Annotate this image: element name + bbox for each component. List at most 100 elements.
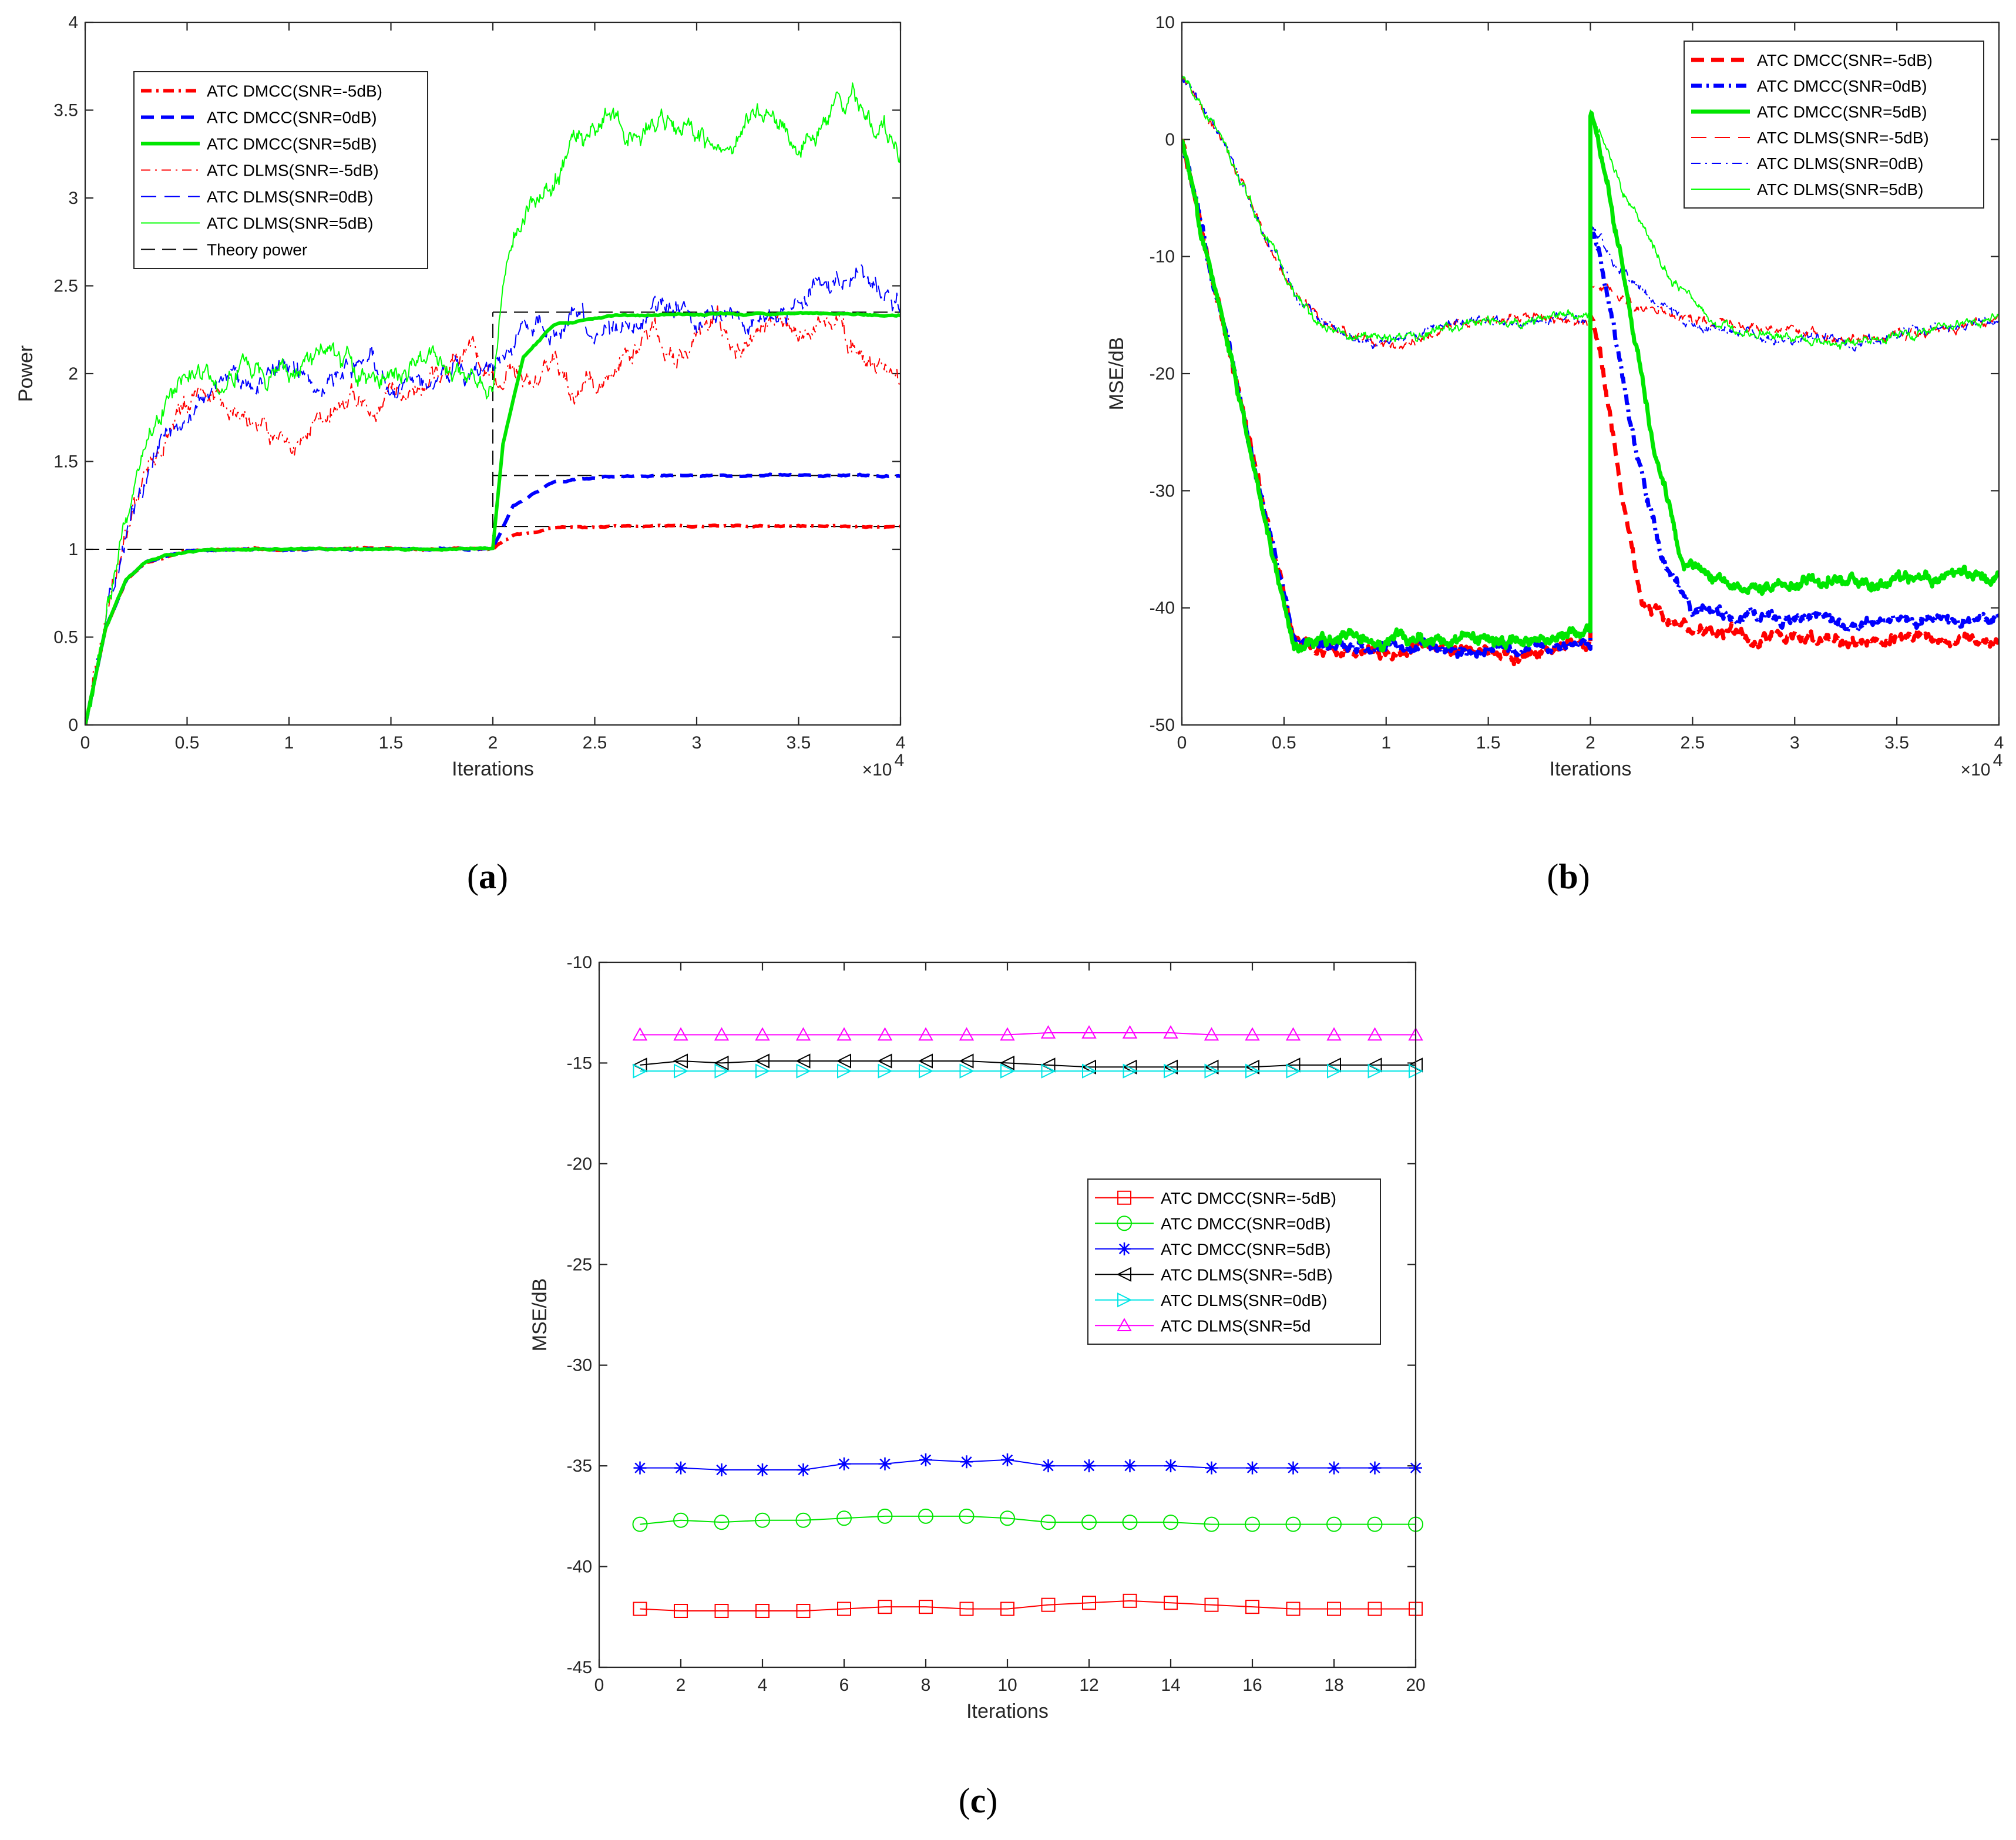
x-tick-label: 8 [921, 1676, 931, 1695]
data-point-atc-dmcc-snr-5db [878, 1600, 892, 1614]
x-tick-label: 0 [80, 733, 90, 753]
data-point-atc-dlms-snr-0db [1245, 1063, 1261, 1079]
legend-entry-atc-dmcc-snr-0db: ATC DMCC(SNR=0dB) [1161, 1214, 1331, 1233]
data-point-atc-dlms-snr-5d [1367, 1027, 1383, 1041]
data-point-atc-dmcc-snr-0db [1163, 1515, 1178, 1530]
y-tick-label: 4 [68, 13, 78, 32]
data-point-atc-dlms-snr-5d [1285, 1027, 1301, 1041]
panel-label-c-open: ( [959, 1781, 970, 1820]
panel-label-b: (b) [1547, 857, 1590, 896]
x-tick-label: 3 [692, 733, 702, 753]
x-tick-label: 0 [1177, 733, 1187, 753]
y-tick-label: -10 [567, 953, 592, 972]
x-tick-label: 0 [594, 1676, 604, 1695]
y-tick-label: 0 [68, 716, 78, 735]
data-point-atc-dmcc-snr-0db [1367, 1516, 1383, 1532]
data-point-atc-dlms-snr-5d [959, 1027, 975, 1041]
data-point-atc-dlms-snr-5db [795, 1053, 811, 1069]
y-tick-label: -50 [1150, 716, 1175, 735]
legend-entry-atc-dlms-snr-5db: ATC DLMS(SNR=-5dB) [1161, 1265, 1333, 1284]
data-point-atc-dmcc-snr-5db [1204, 1597, 1219, 1612]
data-point-atc-dmcc-snr-5db [837, 1601, 851, 1616]
y-tick-label: -15 [567, 1053, 592, 1073]
panel-label-b-letter: b [1558, 857, 1578, 896]
x-axis-label: Iterations [452, 758, 534, 780]
data-point-atc-dlms-snr-0db [633, 1063, 648, 1079]
panel-label-a-close: ) [496, 857, 508, 896]
x-tick-label: 16 [1242, 1676, 1262, 1695]
data-point-atc-dlms-snr-0db [674, 1063, 689, 1079]
data-point-atc-dmcc-snr-5db [1123, 1459, 1137, 1473]
y-tick-label: -30 [567, 1356, 592, 1375]
data-point-atc-dmcc-snr-0db [1081, 1515, 1097, 1530]
series-layer [1182, 74, 1999, 667]
data-point-atc-dmcc-snr-5db [1246, 1461, 1259, 1475]
data-point-atc-dmcc-snr-0db [959, 1508, 975, 1524]
legend-marker-atc-dlms-snr-5d [1117, 1318, 1132, 1332]
legend-marker-atc-dmcc-snr-5db [1117, 1190, 1131, 1205]
y-axis-label: Power [15, 345, 37, 402]
data-point-atc-dmcc-snr-0db [632, 1516, 648, 1532]
legend-entry-atc-dlms-snr-5d: ATC DLMS(SNR=5d [1161, 1317, 1311, 1335]
panel-label-b-close: ) [1578, 857, 1590, 896]
legend-entry-atc-dlms-snr-0db: ATC DLMS(SNR=0dB) [1161, 1291, 1327, 1310]
data-point-atc-dmcc-snr-5db [1286, 1601, 1301, 1616]
x-tick-label: 20 [1406, 1676, 1425, 1695]
x-tick-label: 2.5 [1681, 733, 1705, 753]
data-point-atc-dmcc-snr-0db [755, 1512, 770, 1528]
data-point-atc-dmcc-snr-5db [1041, 1459, 1055, 1473]
data-point-atc-dlms-snr-5d [1245, 1027, 1260, 1041]
legend-entry-atc-dlms-snr-5db: ATC DLMS(SNR=-5dB) [1757, 129, 1929, 147]
data-point-atc-dlms-snr-5db [1162, 1059, 1178, 1075]
y-tick-label: -10 [1150, 247, 1175, 267]
data-point-atc-dlms-snr-0db [1164, 1063, 1179, 1079]
series-line-atc-dmcc-snr-5db [85, 311, 901, 725]
legend-entry-atc-dmcc-snr-0db: ATC DMCC(SNR=0dB) [207, 109, 377, 127]
data-point-atc-dlms-snr-5d [836, 1027, 852, 1041]
data-point-atc-dmcc-snr-0db [673, 1512, 688, 1528]
data-point-atc-dmcc-snr-0db [918, 1508, 933, 1524]
panel-label-a-open: ( [467, 857, 479, 896]
y-tick-label: -20 [1150, 364, 1175, 384]
data-point-atc-dlms-snr-0db [1367, 1063, 1383, 1079]
panel-label-a: (a) [467, 857, 508, 896]
y-tick-label: 0 [1165, 130, 1175, 149]
series-line-atc-dlms-snr-5d [640, 1032, 1416, 1036]
legend-entry-atc-dlms-snr-5db: ATC DLMS(SNR=5dB) [207, 214, 373, 233]
data-point-atc-dlms-snr-5db [714, 1055, 729, 1071]
x-tick-label: 1.5 [1476, 733, 1501, 753]
y-tick-label: -35 [567, 1456, 592, 1476]
x-tick-label: 4 [758, 1676, 768, 1695]
chart-a: 0 0.5 1 1.5 2 2.5 3 3.5 4 0 0.5 1 1.5 2 2.5 3 3.5 4 Iterat… [15, 13, 905, 780]
x-tick-label: 0.5 [1272, 733, 1296, 753]
data-point-atc-dmcc-snr-5db [674, 1461, 687, 1475]
data-point-atc-dlms-snr-5db [1081, 1059, 1096, 1075]
data-point-atc-dmcc-snr-5db [919, 1600, 933, 1614]
y-tick-label: -45 [567, 1658, 592, 1677]
data-point-atc-dlms-snr-5db [959, 1053, 974, 1069]
legend-marker-atc-dmcc-snr-5db [1118, 1242, 1131, 1255]
data-point-atc-dmcc-snr-5db [674, 1604, 688, 1618]
data-point-atc-dmcc-snr-5db [714, 1604, 729, 1618]
data-point-atc-dmcc-snr-0db [1122, 1515, 1138, 1530]
x-exponent-power: 4 [895, 751, 905, 770]
legend-entry-atc-dlms-snr-5db: ATC DLMS(SNR=5dB) [1757, 180, 1923, 199]
x-axis-label: Iterations [1550, 758, 1632, 780]
data-point-atc-dmcc-snr-5db [633, 1601, 647, 1616]
y-tick-label: -25 [567, 1255, 592, 1274]
data-point-atc-dmcc-snr-0db [1040, 1515, 1056, 1530]
y-axis-label: MSE/dB [529, 1278, 551, 1352]
y-tick-label: 0.5 [53, 628, 78, 647]
data-point-atc-dlms-snr-5db [1122, 1059, 1137, 1075]
legend-entry-atc-dmcc-snr-5db: ATC DMCC(SNR=-5dB) [1161, 1189, 1336, 1207]
x-exponent-label: ×10 [1961, 760, 1991, 780]
x-axis-label: Iterations [966, 1700, 1049, 1723]
x-tick-label: 3 [1790, 733, 1800, 753]
data-point-atc-dmcc-snr-5db [1367, 1601, 1382, 1616]
series-layer [85, 82, 901, 725]
data-point-atc-dlms-snr-5db [999, 1055, 1014, 1071]
x-tick-label: 2.5 [583, 733, 607, 753]
series-line-atc-dmcc-snr-5db [1182, 110, 1999, 654]
x-tick-label: 2 [676, 1676, 686, 1695]
